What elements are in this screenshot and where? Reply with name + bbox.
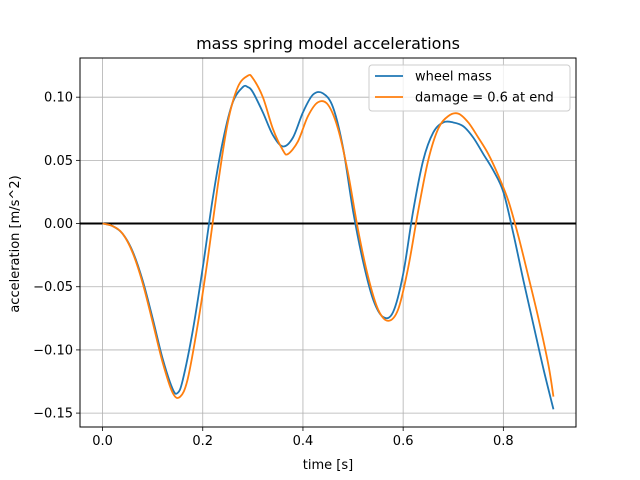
series-lines — [102, 74, 555, 410]
y-tick-label: −0.10 — [33, 343, 73, 358]
y-tick-label: 0.05 — [44, 154, 73, 169]
axis-ticks: 0.0 0.2 0.4 0.6 0.8 −0.15 −0.10 −0.05 0.00 0.05 0.… — [33, 91, 514, 449]
series-line-0 — [102, 84, 555, 410]
x-tick-label: 0.0 — [92, 434, 113, 449]
x-tick-label: 0.6 — [393, 434, 414, 449]
x-tick-label: 0.2 — [192, 434, 213, 449]
x-tick-label: 0.8 — [493, 434, 514, 449]
legend-box — [368, 64, 571, 112]
y-axis-label: acceleration [m/s^2) — [8, 175, 23, 312]
series-line-1 — [102, 74, 555, 399]
chart-title: mass spring model accelerations — [196, 34, 460, 53]
legend: wheel mass damage = 0.6 at end — [368, 64, 571, 112]
legend-label-0: wheel mass — [415, 70, 492, 85]
x-axis-label: time [s] — [303, 458, 353, 473]
legend-label-1: damage = 0.6 at end — [415, 91, 554, 106]
y-tick-label: 0.00 — [44, 217, 73, 232]
y-tick-label: 0.10 — [44, 91, 73, 106]
y-tick-label: −0.05 — [33, 280, 73, 295]
plot-area-frame — [79, 57, 577, 428]
x-tick-label: 0.4 — [293, 434, 314, 449]
y-tick-label: −0.15 — [33, 407, 73, 422]
